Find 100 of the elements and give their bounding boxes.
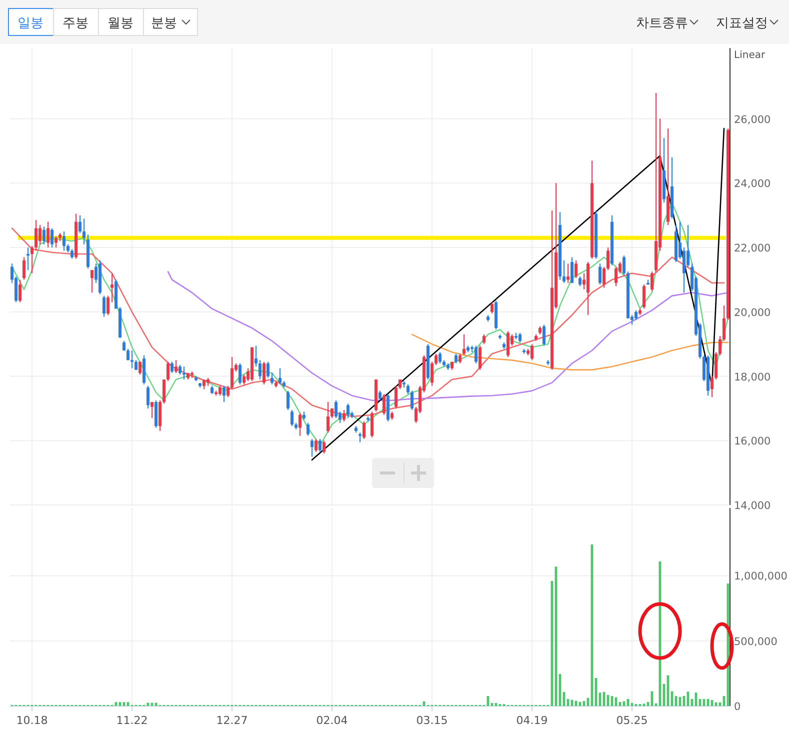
- x-tick-label: 12.27: [216, 714, 248, 727]
- candlestick: [286, 390, 290, 411]
- candlestick: [18, 279, 22, 303]
- candlestick: [102, 295, 106, 318]
- candlestick: [222, 385, 226, 403]
- line-series: [411, 334, 729, 370]
- candlestick: [598, 263, 602, 286]
- candlestick: [106, 295, 110, 316]
- candlestick: [162, 378, 166, 404]
- candlestick: [718, 336, 722, 356]
- candlestick: [438, 352, 442, 364]
- candlestick: [42, 226, 46, 245]
- line-series: [11, 228, 725, 418]
- candlestick: [342, 410, 346, 422]
- candlestick: [78, 214, 82, 234]
- candlestick: [454, 353, 458, 364]
- y-tick-label: 0: [734, 701, 741, 713]
- candlestick: [650, 271, 654, 292]
- x-tick-label: 10.18: [16, 714, 48, 727]
- candlestick: [370, 411, 374, 438]
- candlestick: [50, 228, 54, 248]
- candlestick: [62, 230, 66, 252]
- candlestick: [178, 364, 182, 376]
- candlestick: [314, 438, 318, 452]
- x-tick-label: 05.25: [616, 714, 648, 727]
- candlestick: [150, 402, 154, 419]
- candlestick: [506, 330, 510, 358]
- candlestick: [70, 248, 74, 260]
- candlestick: [306, 422, 310, 436]
- candlestick: [90, 270, 94, 294]
- candlestick: [570, 256, 574, 284]
- candlestick: [242, 374, 246, 385]
- candlestick: [138, 361, 142, 376]
- candlestick: [258, 360, 262, 380]
- candlestick: [54, 236, 58, 248]
- candlestick: [346, 403, 350, 419]
- candlestick: [334, 400, 338, 419]
- candlestick: [166, 361, 170, 382]
- candlestick: [406, 384, 410, 394]
- candlestick: [578, 276, 582, 287]
- candlestick: [230, 356, 234, 390]
- candlestick: [30, 245, 34, 274]
- y-tick-label: 1,000,000: [734, 570, 788, 583]
- y-tick-label: 16,000: [734, 436, 771, 448]
- candlestick: [290, 410, 294, 427]
- candlestick: [474, 345, 478, 364]
- candlestick: [434, 353, 438, 366]
- candlestick: [34, 220, 38, 252]
- candlestick: [226, 385, 230, 398]
- x-tick-label: 02.04: [316, 714, 348, 727]
- text: Linear: [734, 50, 766, 61]
- text: 월봉: [108, 16, 134, 31]
- candlestick: [322, 440, 326, 454]
- candlestick: [262, 361, 266, 385]
- text: 주봉: [62, 16, 88, 31]
- candlestick: [378, 390, 382, 401]
- candlestick: [318, 438, 322, 452]
- candlestick: [170, 361, 174, 374]
- candlestick: [130, 350, 134, 369]
- candlestick: [458, 353, 462, 364]
- y-tick-label: 26,000: [734, 114, 771, 126]
- candlestick: [358, 432, 362, 443]
- candlestick: [238, 362, 242, 385]
- y-tick-label: 18,000: [734, 371, 771, 384]
- candlestick: [394, 385, 398, 409]
- candlestick: [542, 324, 546, 346]
- y-tick-label: 24,000: [734, 178, 771, 190]
- candlestick: [462, 334, 466, 356]
- candlestick: [22, 256, 26, 280]
- candlestick: [634, 310, 638, 320]
- candlestick: [298, 412, 302, 436]
- candlestick: [566, 263, 570, 284]
- candlestick: [26, 247, 30, 271]
- y-tick-label: 22,000: [734, 242, 771, 255]
- candlestick: [182, 366, 186, 380]
- candlestick: [266, 361, 270, 378]
- candlestick: [310, 438, 314, 458]
- candlestick: [410, 390, 414, 411]
- candlestick: [430, 361, 434, 386]
- line-series: [311, 128, 725, 461]
- candlestick: [602, 266, 606, 288]
- candlestick: [362, 420, 366, 440]
- candlestick: [382, 393, 386, 416]
- candlestick: [202, 378, 206, 390]
- candlestick: [574, 260, 578, 279]
- candlestick: [482, 334, 486, 345]
- candlestick: [270, 372, 274, 385]
- y-tick-label: 20,000: [734, 306, 771, 319]
- text: 일봉: [18, 16, 44, 31]
- candlestick: [710, 376, 714, 398]
- bar: [150, 702, 154, 706]
- y-tick-label: 14,000: [734, 500, 771, 512]
- text: 분봉: [151, 16, 177, 31]
- candlestick: [722, 304, 726, 342]
- candlestick: [518, 332, 522, 343]
- candlestick: [174, 360, 178, 374]
- candlestick: [110, 272, 114, 303]
- candlestick: [614, 266, 618, 287]
- candlestick: [46, 221, 50, 248]
- candlestick: [326, 402, 330, 434]
